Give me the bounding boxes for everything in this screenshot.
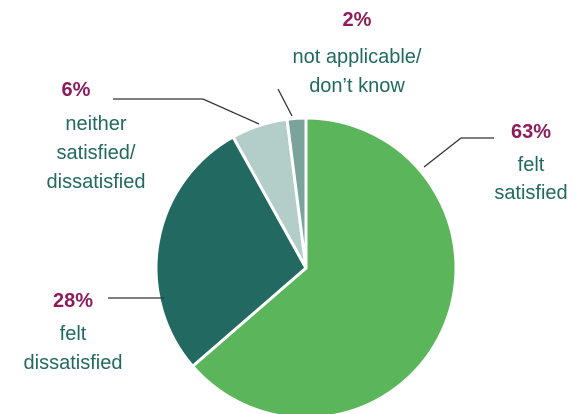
slice-label-line: dissatisfied — [24, 352, 123, 374]
pie-slices — [154, 116, 458, 414]
slice-label-line: satisfied — [494, 182, 567, 204]
slice-label-neither: 6% neither satisfied/ dissatisfied — [47, 79, 146, 193]
slice-label-line: dissatisfied — [47, 171, 146, 193]
leader-line-neither — [113, 98, 260, 125]
leader-line-satisfied — [423, 137, 494, 168]
slice-label-satisfied: 63% felt satisfied — [494, 121, 567, 204]
slice-percent-label: 28% — [53, 290, 93, 312]
slice-label-line: felt — [60, 323, 87, 345]
slice-label-dissatisfied: 28% felt dissatisfied — [24, 290, 123, 374]
slice-label-line: don’t know — [309, 75, 405, 97]
pie-slice-satisfied — [191, 116, 458, 414]
leader-lines — [108, 88, 494, 299]
pie-slice-dissatisfied — [154, 135, 308, 368]
pie-slice-not-applicable — [285, 116, 308, 270]
slice-label-not-applicable: 2% not applicable/ don’t know — [293, 9, 422, 97]
slice-label-line: satisfied/ — [57, 142, 136, 164]
slice-label-line: not applicable/ — [293, 46, 422, 68]
slice-percent-label: 2% — [343, 9, 372, 31]
leader-line-not-applicable — [277, 88, 293, 117]
slice-percent-label: 63% — [511, 121, 551, 143]
slice-label-line: neither — [65, 113, 126, 135]
slice-label-line: felt — [518, 154, 545, 176]
slice-percent-label: 6% — [62, 79, 91, 101]
